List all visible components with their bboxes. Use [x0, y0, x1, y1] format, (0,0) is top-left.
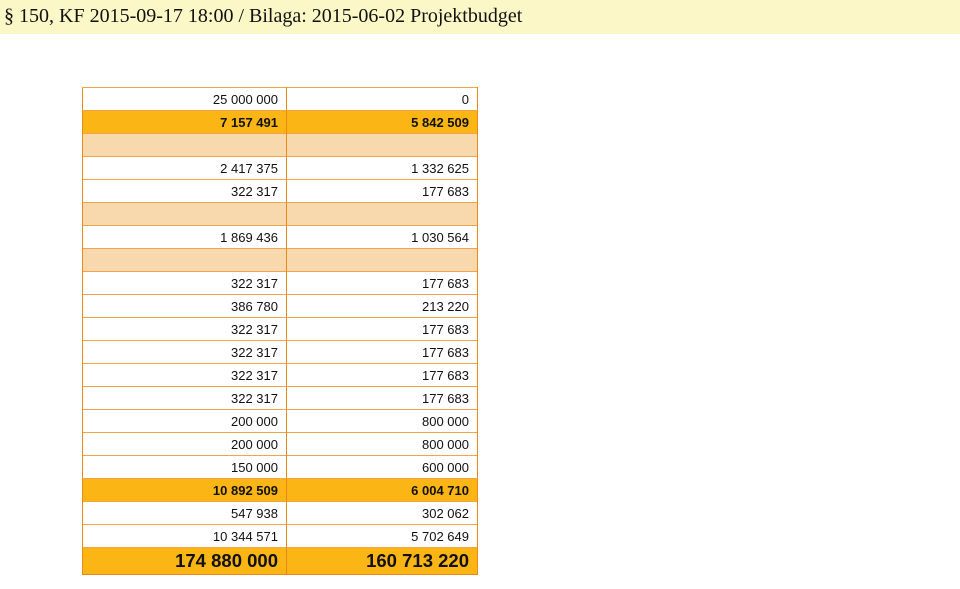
value-cell-col1: 200 000 [82, 409, 287, 433]
section-row [82, 202, 478, 226]
section-row [82, 133, 478, 157]
value-cell-col2: 177 683 [286, 179, 478, 203]
value-cell-col1: 7 157 491 [82, 110, 287, 134]
value-cell-col2: 1 030 564 [286, 225, 478, 249]
value-cell-col2: 177 683 [286, 363, 478, 387]
value-cell-col1: 1 869 436 [82, 225, 287, 249]
table-row: 1 869 436 1 030 564 [82, 225, 478, 249]
value-cell-col1: 150 000 [82, 455, 287, 479]
table-row: 322 317 177 683 [82, 386, 478, 410]
table-row: 150 000 600 000 [82, 455, 478, 479]
value-cell-col1: 322 317 [82, 363, 287, 387]
value-cell-col1: 322 317 [82, 340, 287, 364]
table-row: 200 000 800 000 [82, 409, 478, 433]
table-row: 200 000 800 000 [82, 432, 478, 456]
value-cell-col2: 5 842 509 [286, 110, 478, 134]
table-row: 322 317 177 683 [82, 340, 478, 364]
value-cell-col1: 2 417 375 [82, 156, 287, 180]
value-cell-col2: 800 000 [286, 432, 478, 456]
section-row [82, 248, 478, 272]
value-cell-col1: 10 892 509 [82, 478, 287, 502]
table-row: 547 938 302 062 [82, 501, 478, 525]
table-row: 322 317 177 683 [82, 271, 478, 295]
value-cell-col1: 322 317 [82, 317, 287, 341]
table-row: 322 317 177 683 [82, 179, 478, 203]
value-cell-col2 [286, 202, 478, 226]
value-cell-col1: 200 000 [82, 432, 287, 456]
value-cell-col2: 0 [286, 87, 478, 111]
table-row: 10 344 571 5 702 649 [82, 524, 478, 548]
value-cell-col2 [286, 248, 478, 272]
value-cell-col1 [82, 248, 287, 272]
value-cell-col1 [82, 202, 287, 226]
value-cell-col1: 174 880 000 [82, 547, 287, 575]
value-cell-col2: 600 000 [286, 455, 478, 479]
subtotal-row: 7 157 491 5 842 509 [82, 110, 478, 134]
value-cell-col1: 386 780 [82, 294, 287, 318]
value-cell-col2: 302 062 [286, 501, 478, 525]
table-row: 2 417 375 1 332 625 [82, 156, 478, 180]
value-cell-col1: 547 938 [82, 501, 287, 525]
value-cell-col2: 5 702 649 [286, 524, 478, 548]
table-row: 25 000 000 0 [82, 87, 478, 111]
value-cell-col2: 160 713 220 [286, 547, 478, 575]
value-cell-col1: 322 317 [82, 271, 287, 295]
value-cell-col2: 177 683 [286, 317, 478, 341]
value-cell-col2: 177 683 [286, 340, 478, 364]
value-cell-col1: 322 317 [82, 386, 287, 410]
value-cell-col2: 177 683 [286, 386, 478, 410]
page-title: § 150, KF 2015-09-17 18:00 / Bilaga: 201… [4, 5, 523, 27]
value-cell-col2: 213 220 [286, 294, 478, 318]
grand-total-row: 174 880 000 160 713 220 [82, 547, 478, 575]
value-cell-col1: 322 317 [82, 179, 287, 203]
value-cell-col1: 25 000 000 [82, 87, 287, 111]
header-bar: § 150, KF 2015-09-17 18:00 / Bilaga: 201… [0, 0, 960, 34]
table-row: 386 780 213 220 [82, 294, 478, 318]
table-row: 322 317 177 683 [82, 363, 478, 387]
value-cell-col2: 6 004 710 [286, 478, 478, 502]
value-cell-col1 [82, 133, 287, 157]
value-cell-col2: 1 332 625 [286, 156, 478, 180]
value-cell-col1: 10 344 571 [82, 524, 287, 548]
value-cell-col2: 177 683 [286, 271, 478, 295]
subtotal-row: 10 892 509 6 004 710 [82, 478, 478, 502]
table-row: 322 317 177 683 [82, 317, 478, 341]
budget-table: 25 000 000 0 7 157 491 5 842 509 2 417 375 1 … [82, 87, 478, 575]
value-cell-col2: 800 000 [286, 409, 478, 433]
value-cell-col2 [286, 133, 478, 157]
